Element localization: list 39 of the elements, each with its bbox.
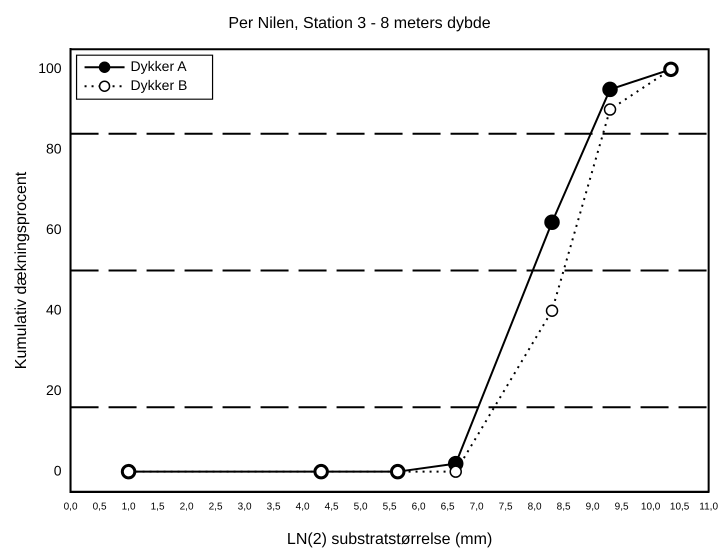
x-tick-label: 11,0 [699,502,718,513]
y-tick-label: 100 [38,60,62,76]
x-tick-label: 2,5 [208,502,223,513]
x-tick-label: 4,0 [296,502,310,513]
point [449,465,462,478]
x-tick-label: 3,5 [266,502,281,513]
x-tick-label: 8,5 [556,502,572,513]
y-tick-label: 0 [54,462,62,479]
x-tick-label: 2,0 [180,502,194,513]
y-tick-label: 40 [46,302,62,318]
x-tick-label: 4,5 [324,502,339,513]
x-tick-label: 6,5 [440,502,455,513]
x-tick-label: 3,0 [238,502,252,513]
y-tick-label: 80 [46,140,62,157]
point [546,304,558,317]
chart-title: Per Nilen, Station 3 - 8 meters dybde [228,15,491,32]
x-tick-label: 7,5 [498,502,513,513]
x-tick-label: 0,0 [64,502,78,513]
x-tick-label: 1,5 [150,502,165,513]
legend-label: Dykker B [130,77,188,94]
x-tick-label: 1,0 [122,502,136,513]
point [602,82,618,98]
x-tick-label: 10,5 [670,502,690,513]
x-tick-label: 8,0 [528,502,542,513]
x-axis-title: LN(2) substratstørrelse (mm) [286,530,492,548]
y-axis-title: Kumulativ dækningsprocent [13,171,30,370]
point [604,103,616,116]
x-tick-label: 9,0 [586,502,600,513]
x-tick-label: 5,0 [354,502,368,513]
y-tick-label: 20 [46,382,62,398]
x-tick-label: 5,5 [382,502,397,513]
x-tick-label: 10,0 [640,502,661,513]
y-tick-label: 60 [46,221,62,238]
x-tick-label: 9,5 [614,502,630,513]
x-tick-label: 6,0 [412,502,426,513]
x-tick-label: 0,5 [92,502,107,513]
legend-label: Dykker A [130,58,188,74]
point [544,214,560,230]
x-tick-label: 7,0 [470,502,484,513]
